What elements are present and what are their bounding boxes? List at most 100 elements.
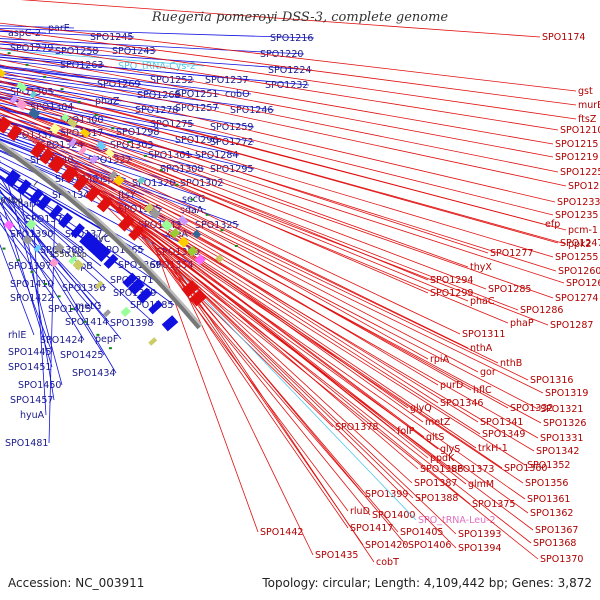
gene-label: SPO1420 (365, 540, 408, 551)
label-leader-line (0, 194, 53, 368)
cog-track-block (53, 242, 65, 254)
label-leader-line (65, 167, 542, 424)
gene-label: SPO1220 (260, 49, 303, 60)
label-leader-line (0, 186, 85, 251)
reverse-gene-arrow (85, 236, 104, 255)
reverse-gene-arrow (4, 169, 21, 187)
label-leader-line (153, 245, 534, 531)
label-leader-line (0, 115, 461, 335)
cog-track-block (103, 309, 111, 318)
gene-label: SPO1365 (100, 245, 143, 256)
gene-label: SPO1274 (555, 293, 598, 304)
label-leader-line (177, 270, 375, 563)
gc-dot (16, 259, 20, 262)
label-leader-line (0, 126, 177, 184)
label-leader-line (0, 64, 567, 187)
forward-gene-arrow (61, 165, 79, 184)
label-leader-line (64, 166, 424, 423)
label-leader-line (0, 118, 469, 349)
gene-labels: aspC-2 parE SPO1245 SPO1279 SPO1258 SPO1243 SP… (0, 0, 600, 568)
reverse-gene-arrow (58, 212, 73, 229)
label-leader-line (156, 248, 457, 535)
label-leader-line (0, 112, 509, 324)
forward-gene-arrow (117, 215, 135, 232)
gene-label: SPO1319 (545, 388, 588, 399)
cog-track-block (194, 254, 206, 266)
label-leader-line (18, 186, 55, 401)
gene-label: sdaA (180, 205, 204, 216)
label-leader-line (164, 257, 407, 546)
map-title: Ruegeria pomeroyi DSS-3, complete genome (151, 10, 449, 25)
cog-track-block (137, 176, 146, 185)
cog-track-block (33, 244, 42, 253)
gene-label: SPO1216 (270, 33, 313, 44)
gene-label: trkH-1 (478, 443, 508, 454)
label-leader-line (124, 218, 364, 495)
gene-label: SPO1251 (175, 89, 218, 100)
scale-tick-label: 1500 kbp (0, 196, 23, 205)
label-leader-line (0, 136, 207, 211)
label-leader-line (32, 141, 439, 386)
gc-dot (205, 213, 209, 216)
gene-label: SPO1385 (130, 300, 173, 311)
cog-track-block (94, 280, 104, 290)
gene-label: ispZ (100, 174, 121, 185)
label-leader-line (0, 73, 275, 111)
gene-label: SPO1332 (510, 403, 553, 414)
gene-label: SPO1399 (365, 489, 408, 500)
cog-track-block (108, 170, 118, 181)
label-leader-line (0, 56, 310, 86)
label-leader-line (0, 47, 554, 145)
gc-dot (111, 127, 115, 130)
gene-label: SPO1361 (527, 494, 570, 505)
gene-label: SPO1410 (10, 279, 53, 290)
cog-track-block (9, 94, 19, 105)
gc-dot (43, 75, 47, 78)
label-leader-line (0, 27, 315, 39)
label-leader-line (115, 209, 524, 484)
cog-track-block (148, 337, 158, 346)
gene-label: SPO1321 (540, 404, 583, 415)
reverse-gene-arrow (0, 160, 1, 162)
label-leader-line (0, 49, 205, 67)
label-leader-line (48, 215, 56, 444)
label-leader-line (0, 102, 240, 156)
gene-label: SPO1290 (175, 135, 218, 146)
label-leader-line (0, 67, 220, 95)
reverse-gene-arrow (29, 188, 44, 205)
label-leader-line (78, 177, 539, 439)
label-leader-line (175, 268, 539, 560)
gene-label: SPO1325 (195, 220, 238, 231)
label-leader-line (145, 237, 417, 521)
gene-label: SPO1303 (110, 140, 153, 151)
label-leader-line (115, 209, 413, 484)
label-leader-line (0, 189, 105, 356)
label-leader-line (0, 80, 180, 111)
gene-label: SPO1326 (543, 418, 586, 429)
gene-label: SPO1335 (118, 204, 161, 215)
reverse-gene-arrow (17, 179, 32, 195)
cog-track-block (28, 107, 41, 120)
gene-label: SPO1445 (8, 347, 51, 358)
gene-label: SPO1285 (488, 284, 531, 295)
label-leader-line (53, 157, 539, 410)
cog-track-block (68, 137, 78, 147)
gene-label: SPO1406 (408, 540, 451, 551)
gene-label: rhlE (8, 330, 26, 341)
gene-label: SPO1262 (566, 278, 600, 289)
label-leader-line (0, 114, 205, 170)
cog-track-block (169, 228, 180, 239)
gene-label: SPO1398 (110, 318, 153, 329)
gene-label: gor (480, 367, 496, 378)
gc-dot (57, 295, 61, 298)
forward-gene-arrow (96, 195, 113, 213)
gene-label: phaP (510, 318, 534, 329)
forward-gene-arrow (128, 224, 145, 241)
cog-track-block (144, 202, 155, 214)
gene-label: SPO1219 (555, 152, 598, 163)
gene-label: SPO1259 (210, 122, 253, 133)
gc-dot (175, 183, 179, 186)
label-leader-line (20, 0, 541, 38)
gene-label: glmM (468, 479, 494, 490)
accession-text: Accession: NC_003911 (8, 576, 144, 590)
